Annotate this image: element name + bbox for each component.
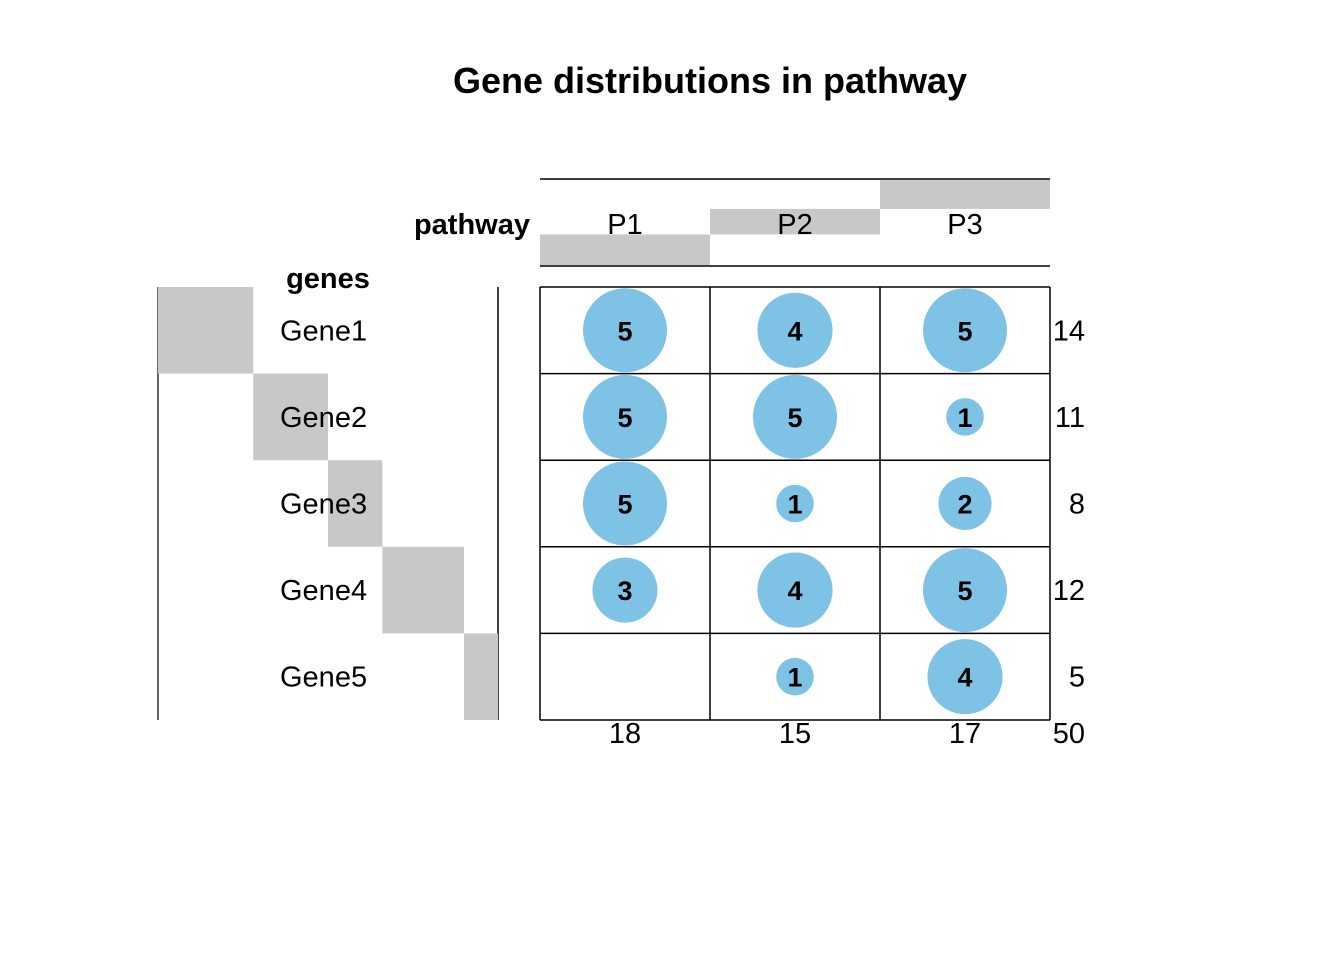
bubble-gene2-p1: [583, 374, 667, 459]
bubble-label: 4: [787, 316, 802, 346]
column-total: 15: [779, 718, 811, 750]
column-label-p3: P3: [947, 209, 982, 241]
column-total: 18: [609, 718, 641, 750]
bubble-label: 4: [787, 576, 802, 606]
row-total: 5: [1069, 662, 1085, 694]
row-label-gene1: Gene1: [280, 315, 367, 347]
bubble-gene4-p1: [592, 557, 658, 623]
row-total: 14: [1053, 315, 1085, 347]
row-bar-gene4: [382, 546, 464, 634]
bubble-label: 5: [617, 490, 632, 520]
bubble-label: 5: [957, 316, 972, 346]
bubble-gene1-p3: [923, 288, 1007, 373]
bubble-gene1-p2: [757, 292, 833, 368]
bubble-label: 2: [957, 490, 972, 520]
column-bar-p3: [880, 180, 1050, 209]
column-bar-p1: [540, 234, 710, 265]
row-label-gene3: Gene3: [280, 489, 367, 521]
bubble-gene3-p3: [938, 476, 992, 531]
row-bar-gene3: [328, 460, 383, 547]
bubble-gene3-p2: [776, 484, 814, 523]
bubble-gene5-p3: [927, 639, 1003, 715]
bubble-label: 5: [617, 403, 632, 433]
bubble-label: 3: [617, 576, 632, 606]
row-header-label: genes: [286, 263, 370, 295]
row-total: 12: [1053, 575, 1085, 607]
labels: P1 P2 P3Gene1Gene2Gene3Gene4Gene5141181251…: [280, 209, 1085, 750]
bubble-gene5-p2: [776, 657, 814, 696]
bubble-label: 1: [957, 403, 972, 433]
bubbles: 5 4 5 5 5 1 5 1 2 3 4 5 1 4: [583, 288, 1007, 715]
column-label-p2: P2: [777, 209, 812, 241]
bubble-label: 5: [787, 403, 802, 433]
bubble-gene3-p1: [583, 461, 667, 546]
bubble-label: 1: [787, 663, 802, 693]
column-bars: [540, 178, 1050, 267]
row-bars: [157, 287, 499, 720]
bubble-label: 1: [787, 490, 802, 520]
bubble-gene1-p1: [583, 288, 667, 373]
grid: [539, 286, 1051, 721]
bubble-gene2-p3: [946, 398, 984, 436]
row-bar-gene5: [464, 633, 498, 720]
column-bar-p2: [710, 208, 880, 235]
bubble-label: 5: [957, 576, 972, 606]
row-label-gene5: Gene5: [280, 662, 367, 694]
chart-title: Gene distributions in pathway: [453, 60, 967, 101]
row-bar-gene2: [253, 373, 328, 461]
column-total: 17: [949, 718, 981, 750]
column-label-p1: P1: [607, 209, 642, 241]
row-label-gene4: Gene4: [280, 575, 367, 607]
row-total: 8: [1069, 489, 1085, 521]
column-header-label: pathway: [414, 209, 530, 241]
row-bar-gene1: [158, 287, 254, 374]
bubble-label: 4: [957, 663, 972, 693]
bubble-gene2-p2: [753, 374, 837, 459]
bubble-gene4-p3: [923, 548, 1007, 633]
row-label-gene2: Gene2: [280, 402, 367, 434]
bubble-gene4-p2: [757, 552, 833, 628]
grand-total: 50: [1053, 718, 1085, 750]
row-total: 11: [1055, 402, 1085, 434]
bubble-label: 5: [617, 316, 632, 346]
